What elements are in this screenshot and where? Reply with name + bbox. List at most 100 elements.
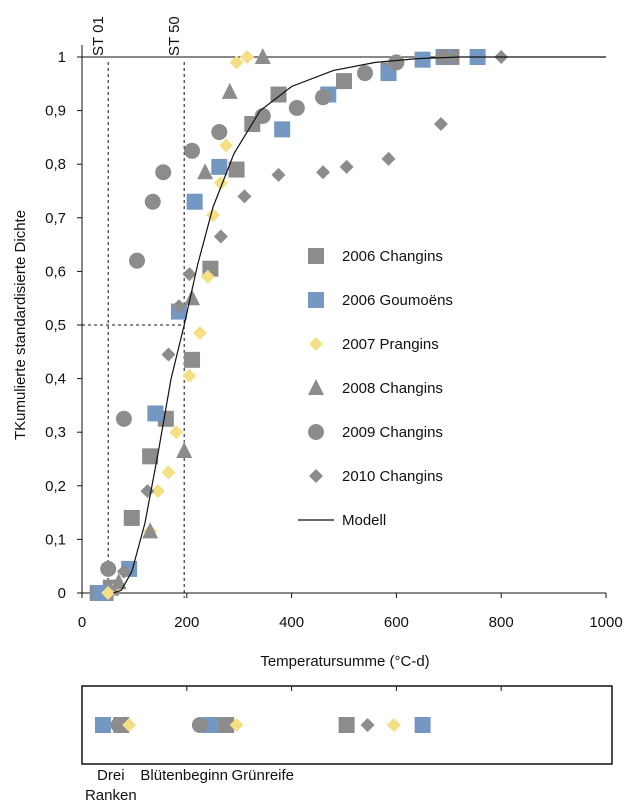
data-point-2009-changins — [144, 193, 161, 210]
data-point-2006-goumoens — [92, 585, 109, 601]
x-tick-label: 400 — [279, 614, 304, 631]
legend-swatch-2006-goumoens — [308, 292, 324, 308]
data-point-2009-changins — [100, 560, 117, 577]
data-point-2006-goumoens — [274, 121, 291, 138]
data-point-2010-changins — [316, 165, 331, 180]
data-point-2008-changins — [176, 441, 193, 458]
legend-swatch-2007-prangins — [309, 337, 323, 351]
data-point-2007-prangins — [240, 50, 255, 64]
series-line-modell — [113, 56, 606, 594]
data-point-2006-goumoens — [211, 158, 228, 175]
data-point-2009-changins — [315, 89, 332, 106]
y-tick-label: 1 — [58, 49, 66, 66]
stage-marker-2007-prangins — [122, 718, 137, 732]
stage-label: Drei Ranken — [85, 767, 137, 804]
data-point-2010-changins — [237, 189, 252, 204]
stage-label-line: Drei — [97, 767, 125, 784]
data-point-2009-changins — [211, 124, 228, 141]
x-tick-label: 600 — [384, 614, 409, 631]
x-axis-label: Temperatursumme (°C-d) — [260, 653, 429, 670]
data-point-2006-goumoens — [414, 51, 431, 68]
stage-marker-2009-changins — [110, 717, 127, 733]
data-point-2006-changins — [184, 351, 201, 368]
stage-marker-2007-prangins — [386, 718, 401, 732]
y-tick-label: 0,7 — [45, 210, 66, 227]
data-point-2008-changins — [142, 522, 159, 539]
stage-marker-2006-changins — [338, 717, 355, 733]
stage-marker-2010-changins — [360, 718, 375, 732]
legend-label-2010-changins: 2010 Changins — [342, 468, 443, 485]
data-point-2006-goumoens — [147, 405, 164, 422]
stage-label-line: Ranken — [85, 787, 137, 804]
y-tick-label: 0,8 — [45, 156, 66, 173]
legend-label-2009-changins: 2009 Changins — [342, 424, 443, 441]
y-tick-label: 0,9 — [45, 103, 66, 120]
stage-marker-2009-changins — [191, 717, 208, 733]
data-point-2010-changins — [213, 229, 228, 244]
data-point-2009-changins — [288, 99, 305, 116]
stage-label: Grünreife — [232, 767, 295, 784]
data-point-2007-prangins — [161, 465, 176, 480]
x-tick-label: 800 — [489, 614, 514, 631]
data-point-2006-goumoens — [186, 193, 203, 210]
reference-line-label: ST 01 — [90, 16, 107, 56]
data-point-2007-prangins — [169, 425, 184, 440]
data-point-2009-changins — [435, 49, 452, 65]
data-point-2010-changins — [433, 117, 448, 131]
plot-area: 0 200 400 600 800 1000 0 0,1 0,2 0,3 0,4 0,5 0,6 0,7 0… — [45, 16, 623, 631]
data-point-2008-changins — [221, 82, 238, 99]
y-tick-label: 0,3 — [45, 424, 66, 441]
y-tick-label: 0,5 — [45, 317, 66, 334]
data-point-2010-changins — [182, 267, 197, 282]
y-tick-label: 0,4 — [45, 371, 66, 388]
data-point-2006-changins — [336, 73, 352, 90]
legend-label-2006-changins: 2006 Changins — [342, 248, 443, 265]
stage-marker-2006-changins — [218, 717, 235, 733]
data-point-2009-changins — [155, 164, 172, 181]
y-axis-label: TKumulierte standardisierte Dichte — [12, 210, 29, 440]
legend-label-2007-prangins: 2007 Prangins — [342, 336, 439, 353]
data-point-2006-changins — [123, 509, 140, 526]
data-point-2007-prangins — [192, 326, 207, 341]
data-point-2010-changins — [161, 347, 176, 362]
legend-swatch-2008-changins — [308, 379, 324, 395]
stage-marker-2007-prangins — [229, 718, 244, 732]
x-tick-label: 1000 — [589, 614, 622, 631]
x-tick-label: 200 — [174, 614, 199, 631]
data-point-2010-changins — [381, 151, 396, 166]
data-point-2009-changins — [356, 65, 373, 82]
x-tick-label: 0 — [78, 614, 86, 631]
data-point-2006-changins — [228, 161, 245, 178]
data-point-2008-changins — [110, 573, 127, 590]
y-tick-label: 0 — [58, 585, 66, 602]
data-point-2007-prangins — [206, 208, 220, 223]
legend: 2006 Changins 2006 Goumoëns 2007 Prangins 2… — [298, 248, 453, 529]
data-point-2007-prangins — [150, 484, 165, 499]
data-point-2009-changins — [115, 410, 132, 427]
legend-swatch-2006-changins — [308, 248, 324, 264]
data-point-2009-changins — [388, 54, 405, 71]
data-point-2008-changins — [197, 163, 214, 180]
y-tick-label: 0,6 — [45, 263, 66, 280]
data-point-2006-changins — [270, 86, 287, 103]
data-point-2009-changins — [184, 142, 201, 159]
legend-label-2006-goumoens: 2006 Goumoëns — [342, 292, 453, 309]
data-point-2009-changins — [129, 252, 146, 269]
legend-swatch-2010-changins — [309, 469, 323, 483]
legend-label-modell: Modell — [342, 512, 386, 529]
data-point-2010-changins — [116, 564, 131, 579]
data-point-2007-prangins — [229, 55, 244, 70]
y-tick-label: 0,1 — [45, 531, 66, 548]
data-point-2008-changins — [254, 48, 271, 64]
data-point-2007-prangins — [101, 586, 116, 600]
data-point-2010-changins — [339, 159, 354, 174]
reference-line-label: ST 50 — [166, 16, 183, 56]
data-point-2007-prangins — [182, 368, 197, 383]
stage-label: Blütenbeginn — [140, 767, 228, 784]
legend-swatch-2009-changins — [308, 424, 324, 440]
y-tick-label: 0,2 — [45, 478, 66, 495]
stage-marker-2006-goumoens — [94, 717, 111, 733]
stage-marker-2006-goumoens — [414, 717, 431, 733]
